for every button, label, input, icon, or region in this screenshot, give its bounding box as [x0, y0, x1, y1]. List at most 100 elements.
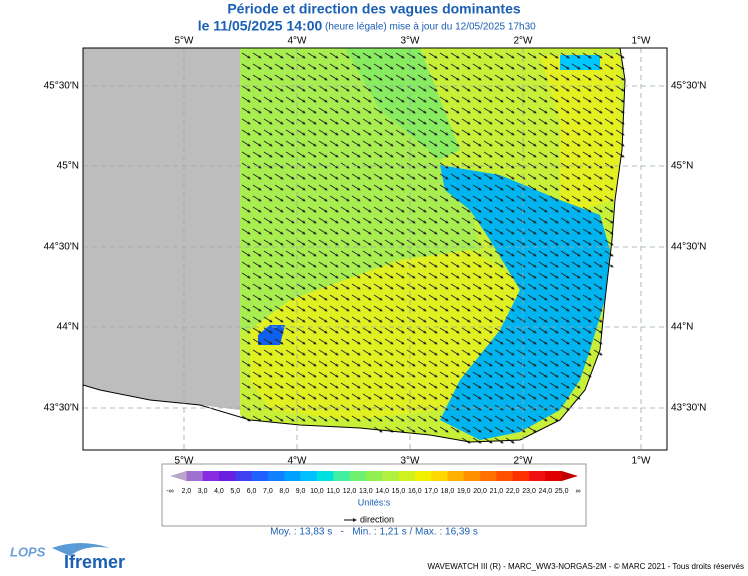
wave-arrow	[395, 85, 405, 92]
wave-arrow	[450, 129, 460, 136]
wave-arrow	[406, 206, 416, 213]
wave-arrow	[307, 360, 317, 367]
wave-arrow	[406, 74, 416, 81]
wave-arrow	[582, 107, 592, 114]
wave-arrow	[516, 162, 526, 169]
wave-arrow	[296, 96, 306, 103]
wave-arrow	[252, 173, 262, 180]
wave-arrow	[351, 393, 361, 400]
wave-arrow	[472, 140, 482, 147]
wave-arrow	[384, 261, 394, 268]
wave-arrow	[274, 338, 284, 345]
colorbar-label: 2,0	[181, 488, 191, 495]
wave-arrow	[263, 349, 273, 356]
wave-arrow	[527, 305, 537, 312]
wave-arrow	[406, 338, 416, 345]
wave-arrow	[340, 228, 350, 235]
wave-arrow	[428, 151, 438, 158]
wave-arrow	[263, 85, 273, 92]
wave-arrow	[351, 206, 361, 213]
wave-arrow	[439, 228, 449, 235]
wave-arrow	[593, 63, 603, 70]
wave-arrow	[362, 360, 372, 367]
wave-arrow	[538, 140, 548, 147]
wave-arrow	[417, 404, 427, 411]
wave-arrow	[318, 173, 328, 180]
wave-arrow	[241, 63, 251, 70]
wave-arrow	[340, 118, 350, 125]
wave-arrow	[450, 316, 460, 323]
wave-arrow	[505, 360, 515, 367]
wave-arrow	[538, 415, 548, 422]
wave-arrow	[406, 96, 416, 103]
wave-arrow	[384, 228, 394, 235]
wave-arrow	[472, 129, 482, 136]
colorbar-label: 9,0	[296, 488, 306, 495]
wave-arrow	[417, 250, 427, 257]
wave-arrow	[505, 305, 515, 312]
wave-arrow	[516, 195, 526, 202]
wave-arrow	[461, 228, 471, 235]
wave-arrow	[329, 393, 339, 400]
wave-arrow	[428, 63, 438, 70]
wave-arrow	[604, 250, 614, 257]
wave-arrow	[571, 184, 581, 191]
wave-arrow	[439, 305, 449, 312]
wave-arrow	[516, 85, 526, 92]
wave-arrow	[406, 151, 416, 158]
wave-arrow	[263, 195, 273, 202]
wave-arrow	[329, 85, 339, 92]
wave-arrow	[494, 415, 504, 422]
wave-arrow	[428, 173, 438, 180]
wave-arrow	[384, 206, 394, 213]
wave-arrow	[362, 85, 372, 92]
wave-arrow	[472, 195, 482, 202]
colorbar-label: 15,0	[392, 488, 406, 495]
wave-arrow	[461, 261, 471, 268]
wave-arrow	[395, 250, 405, 257]
wave-arrow	[395, 96, 405, 103]
wave-arrow	[285, 305, 295, 312]
wave-arrow	[395, 327, 405, 334]
wave-arrow	[604, 96, 614, 103]
wave-arrow	[274, 96, 284, 103]
wave-arrow	[461, 217, 471, 224]
wave-arrow	[318, 52, 328, 59]
wave-arrow	[505, 250, 515, 257]
wave-arrow	[439, 74, 449, 81]
wave-arrow	[362, 162, 372, 169]
wave-arrow	[263, 250, 273, 257]
wave-arrow	[450, 239, 460, 246]
wave-arrow	[461, 283, 471, 290]
wave-arrow	[439, 415, 449, 422]
wave-arrow	[417, 206, 427, 213]
wave-arrow	[516, 272, 526, 279]
wave-arrow	[274, 283, 284, 290]
wave-arrow	[593, 305, 603, 312]
wave-arrow	[307, 184, 317, 191]
wave-arrow	[450, 415, 460, 422]
update: (heure légale) mise à jour du 12/05/2025…	[325, 22, 536, 33]
wave-arrow	[351, 85, 361, 92]
wave-arrow	[351, 195, 361, 202]
wave-arrow	[263, 272, 273, 279]
wave-arrow	[263, 217, 273, 224]
wave-arrow	[549, 272, 559, 279]
wave-arrow	[318, 239, 328, 246]
wave-arrow	[450, 261, 460, 268]
wave-arrow	[373, 294, 383, 301]
wave-arrow	[274, 228, 284, 235]
wave-arrow	[307, 217, 317, 224]
wave-arrow	[329, 338, 339, 345]
wave-arrow	[274, 140, 284, 147]
wave-arrow	[450, 360, 460, 367]
wave-arrow	[329, 151, 339, 158]
wave-arrow	[285, 283, 295, 290]
wave-arrow	[340, 250, 350, 257]
wave-arrow	[395, 151, 405, 158]
wave-arrow	[461, 151, 471, 158]
wave-arrow	[373, 360, 383, 367]
wave-arrow	[560, 85, 570, 92]
wave-arrow	[505, 96, 515, 103]
wave-arrow	[384, 250, 394, 257]
